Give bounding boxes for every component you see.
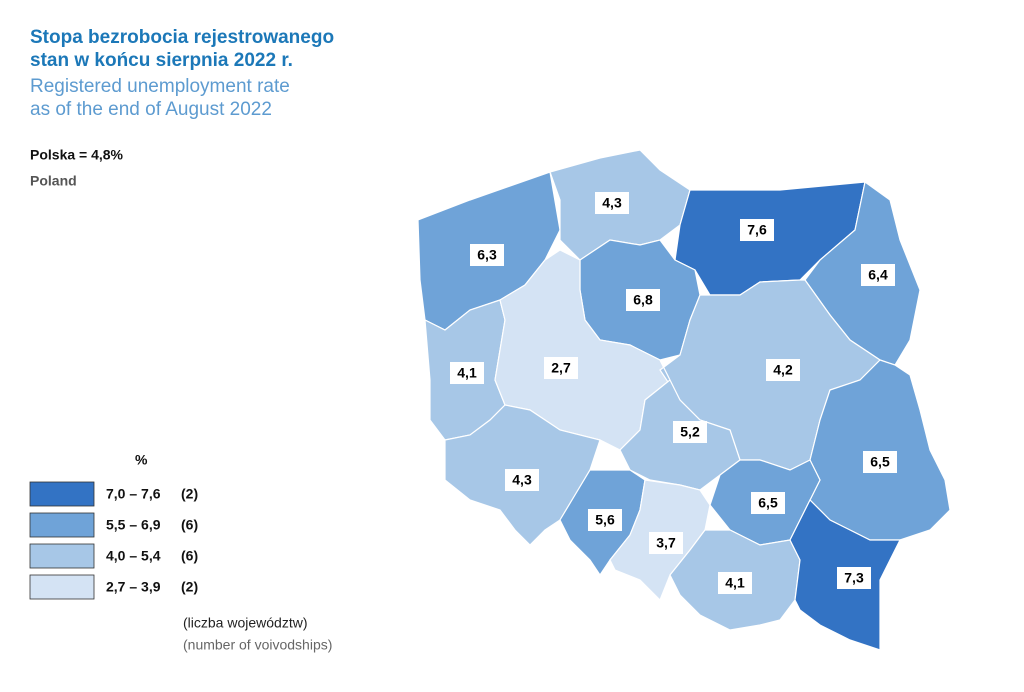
legend-swatch — [29, 543, 95, 569]
region-value: 5,2 — [680, 424, 700, 440]
label-box — [505, 469, 539, 491]
region-value: 5,6 — [595, 512, 615, 528]
label-box — [751, 492, 785, 514]
region-value: 6,4 — [868, 267, 888, 283]
label-box — [588, 509, 622, 531]
region-value: 4,3 — [602, 195, 622, 211]
region-value: 2,7 — [551, 360, 571, 376]
map: 6,3 4,3 7,6 6,4 6,8 4,1 2,7 4,2 5,2 6,5 4,3 5,6 6,5 3… — [417, 149, 951, 651]
legend-note: (liczba województw) — [183, 615, 307, 631]
legend-count: (6) — [181, 548, 198, 564]
label-box — [863, 451, 897, 473]
legend-count: (2) — [181, 579, 198, 595]
legend-swatch — [29, 574, 95, 600]
title-pl: Stopa bezrobocia rejestrowanego — [30, 27, 334, 48]
label-box — [718, 572, 752, 594]
legend-range: 7,0 – 7,6 — [106, 486, 161, 502]
region-value: 6,8 — [633, 292, 653, 308]
title-en: Registered unemployment rate — [30, 76, 290, 97]
legend-note-en: (number of voivodships) — [183, 637, 332, 653]
legend-range: 2,7 – 3,9 — [106, 579, 161, 595]
national-rate: Polska = 4,8% — [30, 147, 124, 163]
label-box — [673, 421, 707, 443]
region-value: 7,6 — [747, 222, 767, 238]
region-value: 4,3 — [512, 472, 532, 488]
region-value: 7,3 — [844, 570, 864, 586]
legend: 7,0 – 7,6 (2) 5,5 – 6,9 (6) 4,0 – 5,4 (6) 2,7 … — [29, 481, 198, 600]
label-box — [450, 362, 484, 384]
label-box — [766, 359, 800, 381]
label-box — [740, 219, 774, 241]
label-box — [470, 244, 504, 266]
title-en: as of the end of August 2022 — [30, 99, 272, 120]
region-value: 6,5 — [758, 495, 778, 511]
label-box — [861, 264, 895, 286]
label-box — [626, 289, 660, 311]
legend-swatch — [29, 512, 95, 538]
legend-count: (6) — [181, 517, 198, 533]
region-value: 4,1 — [725, 575, 745, 591]
region-value: 3,7 — [656, 535, 676, 551]
legend-swatch — [29, 481, 95, 507]
legend-count: (2) — [181, 486, 198, 502]
label-box — [837, 567, 871, 589]
label-box — [649, 532, 683, 554]
region-value: 6,5 — [870, 454, 890, 470]
region-value: 6,3 — [477, 247, 497, 263]
legend-range: 5,5 – 6,9 — [106, 517, 161, 533]
legend-range: 4,0 – 5,4 — [106, 548, 161, 564]
region-value: 4,2 — [773, 362, 793, 378]
label-box — [544, 357, 578, 379]
legend-unit: % — [135, 452, 148, 468]
title-pl: stan w końcu sierpnia 2022 r. — [30, 50, 293, 71]
national-rate-en: Poland — [30, 173, 77, 189]
label-box — [595, 192, 629, 214]
region-value: 4,1 — [457, 365, 477, 381]
